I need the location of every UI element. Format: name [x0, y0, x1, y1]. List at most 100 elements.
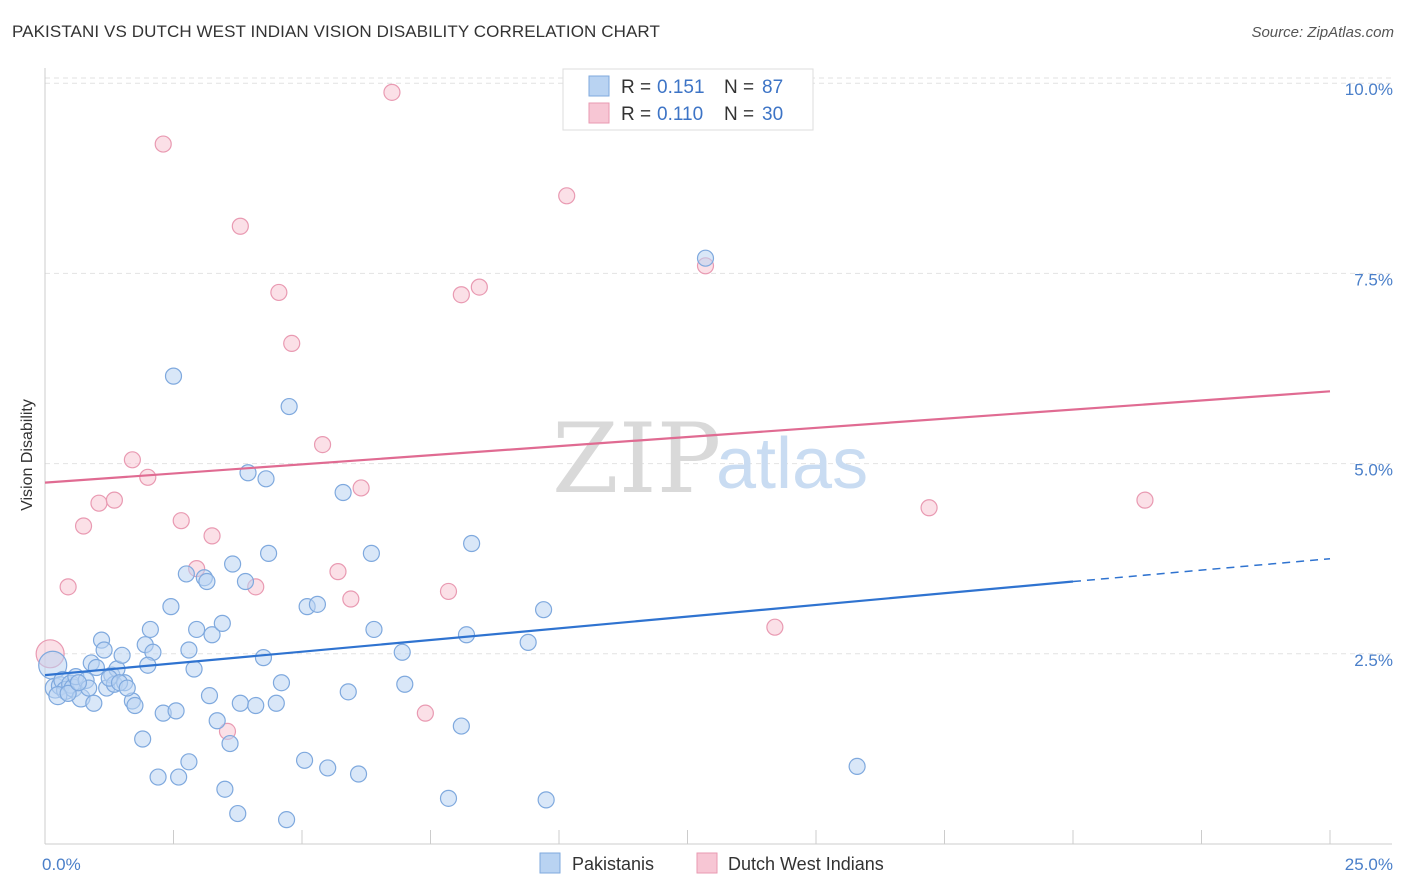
data-point	[139, 468, 157, 486]
data-point	[141, 620, 159, 639]
trend-line-dutch-west-indians	[44, 390, 1331, 484]
data-point	[339, 683, 357, 701]
data-point	[342, 590, 360, 608]
data-point	[95, 641, 113, 659]
data-point	[696, 249, 715, 267]
data-point	[247, 696, 265, 715]
data-point	[259, 544, 278, 562]
data-point	[90, 494, 108, 512]
data-point	[164, 367, 183, 385]
data-point	[766, 618, 784, 636]
data-point	[74, 517, 93, 535]
data-point	[231, 217, 249, 235]
data-point	[213, 614, 231, 632]
data-point	[231, 694, 249, 712]
data-point	[126, 696, 144, 715]
data-point	[308, 595, 327, 613]
data-point	[203, 527, 221, 545]
data-point	[319, 759, 337, 777]
data-point	[69, 674, 88, 692]
data-point	[313, 435, 332, 454]
axes	[44, 68, 1392, 845]
data-point	[180, 753, 198, 771]
data-point	[270, 283, 288, 302]
data-point	[457, 626, 476, 644]
legend-blue-r-value: 0.151	[657, 77, 705, 98]
data-point	[59, 578, 77, 596]
data-point	[113, 646, 131, 664]
data-point	[221, 734, 239, 753]
data-point	[229, 804, 247, 823]
data-point	[362, 544, 380, 562]
x-tick-label: 25.0%	[1345, 855, 1393, 874]
data-point	[188, 620, 206, 639]
data-point	[334, 483, 352, 502]
data-point	[200, 687, 219, 705]
data-point	[329, 563, 347, 581]
data-point	[203, 626, 221, 644]
data-point	[396, 675, 414, 693]
x-ticks: 0.0% 25.0%	[42, 830, 1393, 874]
data-point	[170, 768, 188, 786]
data-point	[154, 135, 172, 153]
data-point	[267, 694, 285, 712]
data-point	[216, 780, 234, 798]
trend-lines	[44, 390, 1331, 677]
data-point	[180, 641, 198, 659]
trend-line-pakistanis	[44, 580, 1074, 677]
legend-pink-n-value: 30	[762, 104, 783, 125]
data-point	[277, 811, 296, 829]
watermark-atlas: atlas	[716, 424, 868, 504]
points-dutch-west-indians	[35, 83, 1154, 741]
data-point	[105, 491, 123, 509]
data-point	[236, 572, 255, 591]
data-point	[149, 768, 167, 786]
data-point	[254, 649, 273, 667]
data-point	[519, 633, 537, 651]
data-point	[393, 643, 411, 661]
points-pakistanis	[38, 249, 866, 829]
bottom-legend-pink-swatch	[696, 852, 718, 874]
legend-blue-swatch	[588, 75, 610, 97]
data-point	[123, 451, 141, 469]
source-label: Source: ZipAtlas.com	[1251, 24, 1394, 41]
y-tick-labels: 2.5% 5.0% 7.5% 10.0%	[1345, 80, 1393, 670]
legend-pink-r-label: R =	[621, 104, 651, 125]
data-point	[85, 694, 103, 712]
data-point	[172, 512, 190, 530]
data-point	[1136, 491, 1154, 509]
bottom-legend-pink-label: Dutch West Indians	[728, 854, 884, 874]
data-point	[365, 620, 383, 639]
legend-pink-n-label: N =	[724, 104, 754, 125]
legend-blue-r-label: R =	[621, 77, 651, 98]
legend-blue-n-label: N =	[724, 77, 754, 98]
legend-pink-r-value: 0.110	[657, 104, 703, 125]
bottom-legend-blue-swatch	[539, 852, 561, 874]
data-point	[87, 658, 106, 677]
data-point	[185, 660, 203, 678]
data-point	[283, 334, 301, 353]
bottom-legend-blue-label: Pakistanis	[572, 854, 654, 874]
data-point	[134, 730, 152, 748]
watermark: ZIP atlas	[552, 403, 868, 515]
data-point	[848, 757, 866, 776]
data-point	[272, 674, 291, 692]
data-point	[295, 751, 314, 769]
data-point	[352, 479, 370, 497]
y-tick-label: 10.0%	[1345, 80, 1393, 99]
data-point	[534, 601, 553, 619]
bottom-legend: Pakistanis Dutch West Indians	[539, 852, 884, 874]
y-tick-label: 7.5%	[1354, 270, 1393, 289]
data-point	[167, 702, 185, 720]
data-point	[280, 397, 298, 416]
legend: R = 0.151 N = 87 R = 0.110 N = 30	[562, 68, 814, 131]
data-point	[439, 789, 458, 807]
data-point	[198, 572, 216, 591]
data-point	[452, 717, 470, 735]
data-point	[162, 598, 180, 616]
data-point	[920, 499, 938, 517]
data-point	[383, 83, 401, 101]
y-tick-label: 5.0%	[1354, 461, 1393, 480]
data-point	[349, 765, 368, 783]
watermark-zip: ZIP	[552, 403, 721, 515]
